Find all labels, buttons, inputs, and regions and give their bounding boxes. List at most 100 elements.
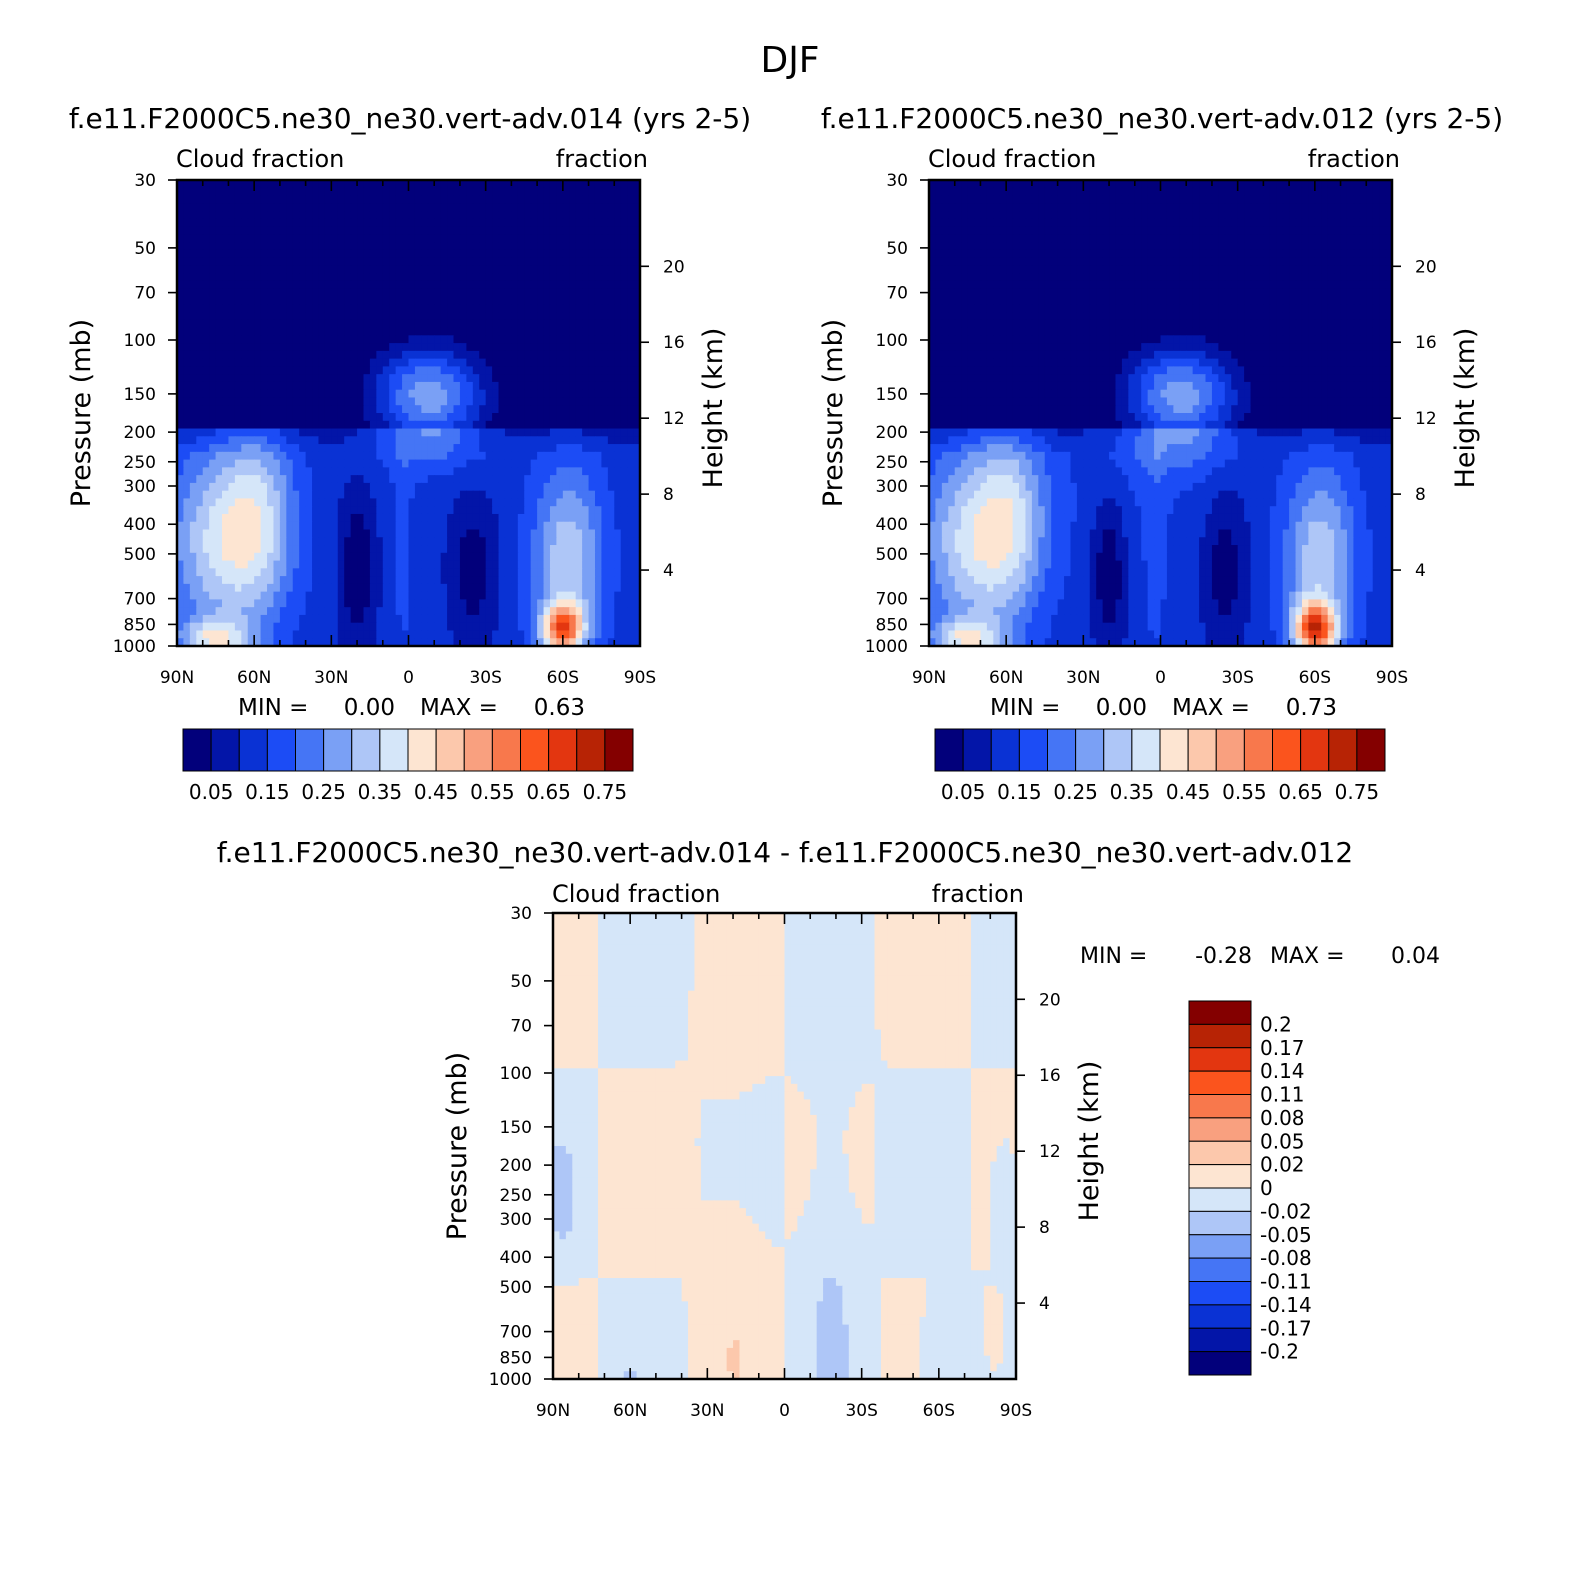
contour-cell: [228, 389, 236, 399]
contour-cell: [267, 203, 275, 212]
contour-cell: [556, 420, 564, 430]
contour-cell: [273, 397, 281, 406]
contour-cell: [594, 413, 603, 422]
contour-cell: [633, 420, 641, 430]
contour-cell: [189, 304, 197, 313]
contour-cell: [305, 451, 313, 461]
contour-cell: [382, 312, 390, 321]
contour-cell: [543, 451, 551, 461]
contour-cell: [993, 211, 1001, 220]
contour-cell: [177, 249, 185, 259]
contour-cell: [453, 288, 461, 298]
contour-cell: [498, 459, 506, 468]
contour-cell: [1295, 218, 1303, 228]
contour-cell: [427, 413, 435, 422]
contour-cell: [588, 614, 596, 624]
contour-cell: [337, 234, 345, 243]
contour-cell: [504, 529, 512, 538]
contour-cell: [369, 420, 377, 430]
contour-cell: [575, 195, 583, 204]
contour-cell: [582, 490, 590, 500]
contour-cell: [1218, 211, 1226, 220]
contour-cell: [569, 249, 577, 259]
contour-cell: [530, 444, 538, 453]
contour-cell: [324, 397, 332, 406]
contour-cell: [427, 273, 435, 282]
contour-cell: [517, 327, 525, 336]
contour-cell: [434, 459, 442, 468]
contour-cell: [414, 397, 422, 406]
contour-cell: [312, 358, 320, 367]
contour-cell: [485, 358, 493, 367]
contour-cell: [472, 513, 480, 523]
contour-cell: [292, 242, 300, 251]
contour-cell: [234, 180, 242, 189]
contour-cell: [279, 607, 287, 616]
contour-cell: [209, 552, 217, 562]
contour-cell: [357, 249, 365, 259]
contour-cell: [247, 444, 255, 453]
contour-cell: [292, 490, 300, 500]
contour-cell: [588, 280, 596, 290]
contour-cell: [562, 319, 570, 329]
contour-cell: [575, 265, 583, 274]
contour-cell: [517, 304, 525, 313]
contour-cell: [1012, 180, 1020, 189]
contour-cell: [382, 350, 390, 360]
contour-cell: [434, 482, 442, 492]
contour-cell: [382, 389, 390, 399]
contour-cell: [569, 482, 577, 492]
contour-cell: [607, 366, 615, 375]
contour-cell: [241, 280, 249, 290]
contour-cell: [222, 234, 230, 243]
contour-cell: [228, 234, 236, 243]
contour-cell: [267, 280, 275, 290]
contour-cell: [601, 420, 609, 430]
contour-cell: [582, 630, 590, 639]
contour-cell: [620, 304, 628, 313]
contour-cell: [189, 226, 197, 235]
contour-cell: [209, 218, 217, 228]
contour-cell: [305, 312, 313, 321]
contour-cell: [620, 389, 628, 399]
contour-cell: [222, 560, 230, 569]
contour-cell: [234, 265, 242, 274]
contour-cell: [607, 211, 615, 220]
contour-cell: [633, 545, 641, 554]
contour-cell: [279, 614, 287, 624]
contour-cell: [524, 521, 532, 531]
contour-cell: [369, 428, 377, 437]
contour-cell: [209, 506, 217, 515]
contour-cell: [324, 211, 332, 220]
contour-cell: [1385, 180, 1393, 189]
contour-cell: [189, 343, 197, 352]
contour-cell: [537, 599, 545, 608]
contour-cell: [453, 513, 461, 523]
contour-cell: [408, 428, 416, 437]
contour-cell: [427, 583, 435, 593]
contour-cell: [543, 482, 551, 492]
contour-cell: [479, 599, 487, 608]
contour-cell: [549, 622, 557, 632]
contour-cell: [222, 211, 230, 220]
contour-cell: [350, 552, 358, 562]
contour-cell: [228, 405, 236, 414]
contour-cell: [1147, 226, 1155, 235]
contour-cell: [337, 630, 345, 639]
contour-cell: [1211, 234, 1219, 243]
contour-cell: [633, 490, 641, 500]
contour-cell: [537, 467, 545, 476]
contour-cell: [177, 583, 185, 593]
contour-cell: [402, 529, 410, 538]
contour-cell: [408, 482, 416, 492]
contour-cell: [588, 545, 596, 554]
contour-cell: [408, 576, 416, 585]
contour-cell: [1051, 187, 1059, 197]
contour-cell: [627, 312, 635, 321]
contour-cell: [421, 335, 429, 344]
contour-cell: [498, 397, 506, 406]
contour-cell: [228, 622, 236, 632]
contour-cell: [286, 288, 294, 298]
contour-cell: [504, 319, 512, 329]
contour-cell: [324, 545, 332, 554]
